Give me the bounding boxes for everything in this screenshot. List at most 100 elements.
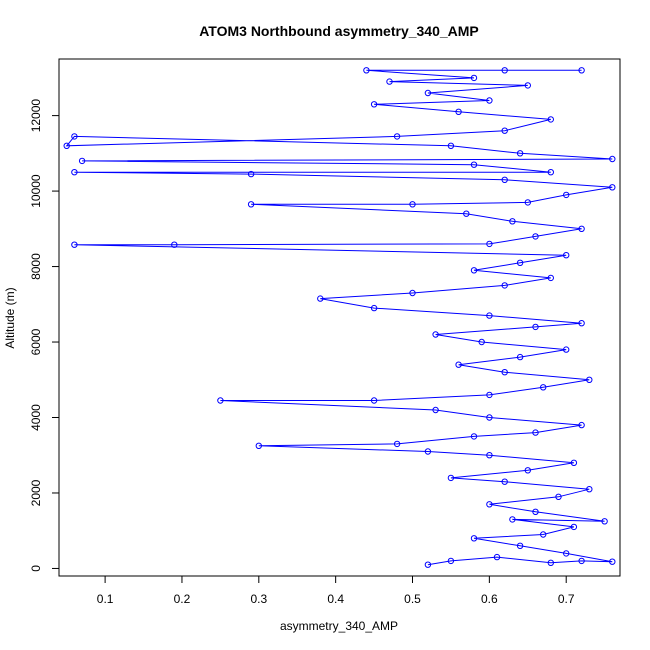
data-point bbox=[516, 353, 524, 361]
chart-title: ATOM3 Northbound asymmetry_340_AMP bbox=[199, 23, 479, 39]
data-point bbox=[486, 312, 493, 319]
data-point bbox=[370, 397, 378, 404]
data-point bbox=[424, 448, 432, 455]
data-point bbox=[524, 82, 531, 89]
y-tick-label: 10000 bbox=[29, 174, 43, 208]
y-axis: 0 2000 4000 6000 8000 10000 12000 bbox=[29, 99, 60, 572]
data-point bbox=[578, 557, 585, 565]
data-point bbox=[532, 233, 539, 240]
data-point bbox=[609, 184, 616, 191]
data-point bbox=[470, 161, 478, 168]
data-point bbox=[71, 169, 78, 176]
x-tick-label: 0.1 bbox=[97, 592, 114, 606]
data-point bbox=[501, 176, 508, 184]
data-point bbox=[409, 289, 416, 297]
data-point bbox=[463, 210, 470, 217]
series-line bbox=[65, 69, 613, 566]
data-point bbox=[393, 133, 401, 140]
data-point bbox=[532, 429, 539, 436]
data-point bbox=[601, 518, 608, 525]
data-point bbox=[247, 170, 255, 178]
data-point bbox=[486, 414, 493, 421]
series-layer bbox=[63, 67, 616, 568]
data-point bbox=[516, 150, 524, 157]
data-point bbox=[386, 78, 393, 85]
y-tick-label: 8000 bbox=[29, 253, 43, 280]
data-point bbox=[516, 542, 524, 549]
y-tick-label: 6000 bbox=[29, 328, 43, 355]
y-axis-label: Altitude (m) bbox=[3, 287, 17, 348]
y-tick-label: 0 bbox=[29, 565, 43, 572]
data-point bbox=[501, 127, 508, 134]
data-point bbox=[563, 191, 570, 199]
data-point bbox=[63, 142, 70, 150]
data-point bbox=[586, 486, 593, 493]
x-tick-label: 0.3 bbox=[250, 592, 267, 606]
data-point bbox=[432, 406, 439, 414]
data-point bbox=[217, 397, 224, 404]
data-point bbox=[486, 501, 493, 508]
data-point bbox=[501, 282, 508, 289]
data-point bbox=[71, 133, 78, 140]
data-point bbox=[447, 142, 455, 150]
data-point bbox=[478, 338, 485, 346]
data-point bbox=[486, 452, 493, 459]
data-point bbox=[424, 89, 432, 97]
data-point bbox=[570, 459, 578, 466]
data-point bbox=[363, 67, 370, 74]
x-tick-label: 0.6 bbox=[481, 592, 498, 606]
data-point bbox=[532, 508, 539, 515]
x-tick-label: 0.7 bbox=[558, 592, 575, 606]
data-point bbox=[255, 442, 262, 449]
data-point bbox=[409, 201, 416, 208]
data-point bbox=[578, 225, 585, 233]
data-point bbox=[424, 561, 432, 568]
data-point bbox=[516, 259, 524, 266]
data-point bbox=[540, 384, 547, 391]
y-tick-label: 4000 bbox=[29, 404, 43, 431]
data-point bbox=[532, 323, 539, 331]
data-point bbox=[486, 97, 493, 104]
plot-frame bbox=[58, 58, 621, 577]
data-point bbox=[563, 252, 570, 259]
x-tick-label: 0.5 bbox=[404, 592, 421, 606]
x-tick-label: 0.4 bbox=[327, 592, 344, 606]
data-point bbox=[370, 304, 378, 312]
data-point bbox=[547, 116, 554, 123]
data-point bbox=[547, 559, 554, 566]
data-point bbox=[501, 478, 508, 485]
data-point bbox=[447, 557, 455, 565]
data-point bbox=[563, 550, 570, 557]
y-tick-label: 12000 bbox=[29, 99, 43, 133]
data-point bbox=[547, 169, 554, 176]
data-point bbox=[493, 553, 501, 561]
data-point bbox=[78, 157, 86, 165]
data-point bbox=[578, 421, 585, 429]
data-point bbox=[509, 516, 516, 523]
x-axis-label: asymmetry_340_AMP bbox=[280, 619, 398, 633]
data-point bbox=[540, 531, 547, 538]
y-tick-label: 2000 bbox=[29, 479, 43, 506]
data-point bbox=[393, 440, 401, 448]
data-point bbox=[370, 101, 378, 108]
data-point bbox=[470, 74, 478, 82]
x-axis: 0.1 0.2 0.3 0.4 0.5 0.6 0.7 bbox=[97, 575, 575, 606]
data-point bbox=[578, 67, 585, 74]
data-point bbox=[432, 331, 439, 338]
x-tick-label: 0.2 bbox=[174, 592, 191, 606]
data-point bbox=[455, 361, 462, 368]
data-point bbox=[524, 199, 531, 206]
data-point bbox=[578, 320, 585, 327]
data-point bbox=[555, 493, 562, 500]
data-point bbox=[609, 155, 616, 163]
data-point bbox=[470, 433, 478, 440]
data-point bbox=[447, 474, 455, 482]
data-point bbox=[501, 67, 508, 74]
data-point bbox=[486, 391, 493, 399]
data-point bbox=[509, 218, 516, 225]
data-point bbox=[586, 376, 593, 383]
data-point bbox=[317, 295, 324, 302]
data-point bbox=[470, 535, 478, 542]
data-point bbox=[71, 241, 78, 248]
data-point bbox=[501, 369, 508, 376]
